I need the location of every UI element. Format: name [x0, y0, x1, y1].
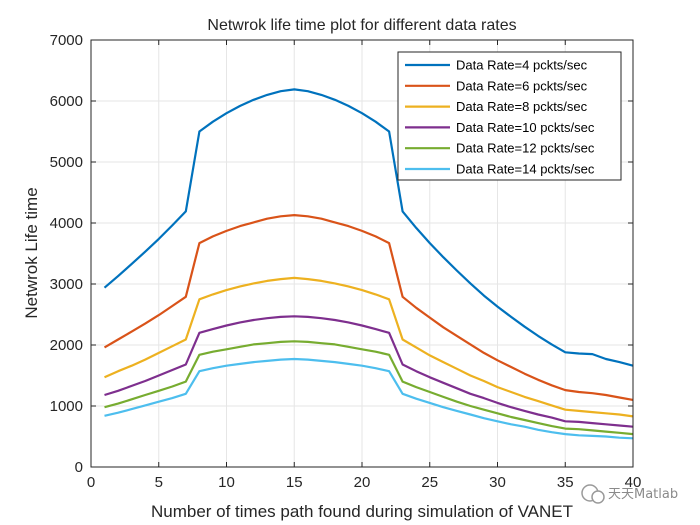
y-tick-label: 5000 — [50, 154, 83, 171]
x-tick-label: 30 — [489, 474, 506, 491]
series-line-2 — [103, 214, 634, 401]
legend-label-1: Data Rate=4 pckts/sec — [456, 58, 588, 73]
y-axis-title: Netwrok Life time — [22, 187, 41, 318]
legend-label-2: Data Rate=6 pckts/sec — [456, 78, 588, 93]
y-tick-label: 4000 — [50, 215, 83, 232]
x-axis: 0 5 10 15 20 25 30 35 40 — [87, 40, 642, 491]
series-lines — [103, 88, 634, 440]
series-line-3 — [104, 276, 634, 418]
x-tick-label: 0 — [87, 474, 95, 491]
watermark: 天天Matlab — [581, 484, 678, 504]
y-tick-label: 3000 — [50, 276, 83, 293]
wechat-icon-bubble — [591, 490, 605, 504]
y-tick-label: 0 — [75, 459, 83, 476]
x-tick-label: 5 — [155, 474, 163, 491]
series-line-6 — [104, 357, 634, 440]
watermark-text: 天天Matlab — [608, 487, 678, 502]
x-tick-label: 40 — [625, 474, 642, 491]
y-tick-label: 7000 — [50, 32, 83, 49]
legend-label-4: Data Rate=10 pckts/sec — [456, 120, 595, 135]
series-line-4 — [104, 315, 634, 428]
x-tick-label: 15 — [286, 474, 303, 491]
chart-title: Netwrok life time plot for different dat… — [207, 17, 516, 34]
legend-box — [397, 51, 622, 181]
legend-label-6: Data Rate=14 pckts/sec — [456, 162, 595, 177]
y-tick-label: 1000 — [50, 398, 83, 415]
legend: Data Rate=4 pckts/sec Data Rate=6 pckts/s… — [397, 51, 622, 181]
x-tick-label: 10 — [218, 474, 235, 491]
legend-label-3: Data Rate=8 pckts/sec — [456, 99, 588, 114]
y-tick-label: 6000 — [50, 93, 83, 110]
y-tick-label: 2000 — [50, 337, 83, 354]
y-axis: 0 1000 2000 3000 4000 5000 6000 7000 — [50, 32, 633, 476]
x-tick-label: 25 — [421, 474, 438, 491]
legend-label-5: Data Rate=12 pckts/sec — [456, 141, 595, 156]
x-axis-title: Number of times path found during simula… — [151, 502, 573, 521]
series-line-1 — [103, 88, 634, 367]
series-line-5 — [104, 340, 634, 436]
x-tick-label: 35 — [557, 474, 574, 491]
x-tick-label: 20 — [354, 474, 371, 491]
